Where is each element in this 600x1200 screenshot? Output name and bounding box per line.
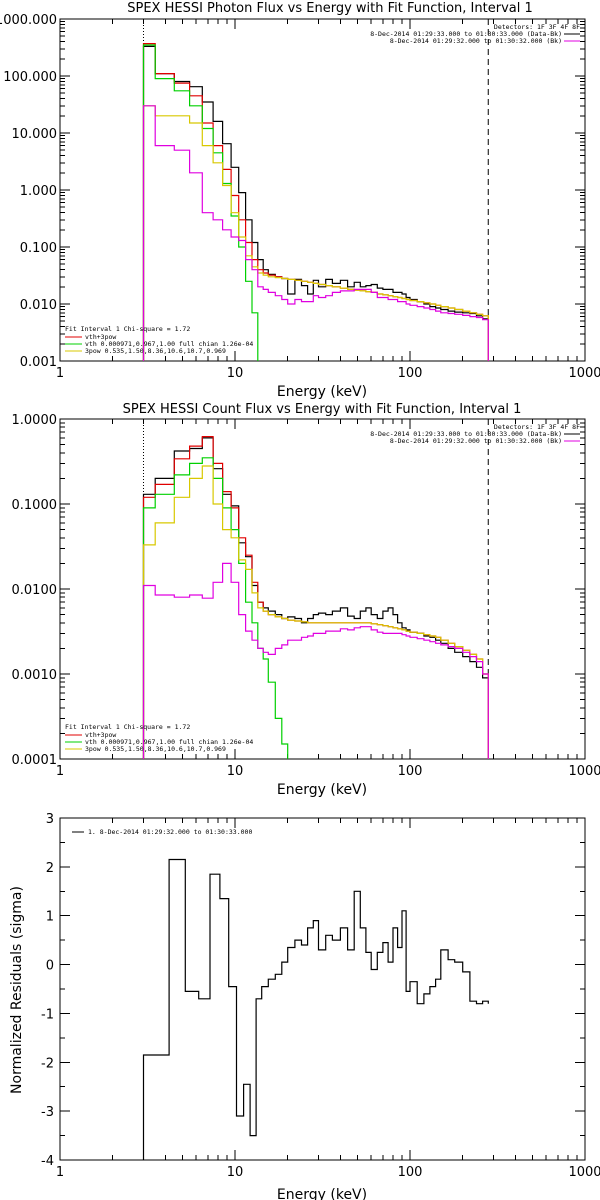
x-tick-label: 100 (398, 764, 423, 779)
x-tick-label: 1 (56, 764, 64, 779)
legend-3pow: 3pow 0.535,1.50,8.36,10.6,10.7,0.969 (85, 347, 226, 355)
series-data-bk (142, 437, 489, 759)
y-tick-label: 3 (46, 812, 54, 827)
x-tick-label: 1000 (568, 366, 600, 381)
y-tick-label: 0.001 (20, 355, 57, 370)
y-tick-label: 0.100 (20, 241, 57, 256)
x-axis-label: Energy (keV) (277, 384, 367, 400)
y-tick-label: 0.0100 (12, 583, 58, 598)
y-tick-label: 0.0001 (12, 753, 58, 768)
legend-3pow: 3pow 0.535,1.50,8.36,10.6,10.7,0.969 (85, 745, 226, 753)
y-ticks: -4 -3 -2 -1 0 1 2 3 (41, 812, 585, 1169)
legend-fit-interval: Fit Interval 1 Chi-square = 1.72 (65, 325, 190, 333)
series-lines (142, 43, 489, 361)
legend-vth: vth 0.000971,0.967,1.00 full chian 1.26e… (85, 340, 253, 348)
y-tick-label: 1 (46, 910, 54, 925)
residuals-panel: -4 -3 -2 -1 0 1 2 3 1 10 100 1000 Energy (keV) Nor… (9, 812, 600, 1200)
x-tick-label: 10 (227, 1165, 244, 1180)
legend-bk-interval: 8-Dec-2014 01:29:32.000 to 01:30:32.000 … (390, 437, 562, 445)
legend-detectors: Detectors: 1F 3F 4F 8F (494, 423, 580, 431)
legend-vth: vth 0.000971,0.967,1.00 full chian 1.26e… (85, 738, 253, 746)
x-tick-label: 100 (398, 1165, 423, 1180)
energy-range-markers (142, 19, 489, 361)
legend-fit: vth+3pow (85, 333, 116, 341)
y-tick-label: 10.000 (12, 127, 58, 142)
y-tick-label: 0.010 (20, 298, 57, 313)
legend-detectors: Detectors: 1F 3F 4F 8F (494, 23, 580, 31)
x-tick-label: 1 (56, 1165, 64, 1180)
x-tick-label: 1 (56, 366, 64, 381)
x-tick-label: 1000 (568, 1165, 600, 1180)
y-tick-label: -3 (41, 1105, 54, 1120)
legend: 1. 8-Dec-2014 01:29:32.000 to 01:30:33.0… (72, 828, 252, 836)
y-tick-label: 1.0000 (12, 413, 58, 428)
count-flux-panel: SPEX HESSI Count Flux vs Energy with Fit… (12, 402, 600, 798)
top-legend: Detectors: 1F 3F 4F 8F 8-Dec-2014 01:29:… (370, 423, 580, 445)
x-ticks: 1 10 100 1000 (56, 419, 600, 779)
y-tick-label: 0 (46, 959, 54, 974)
bottom-legend: Fit Interval 1 Chi-square = 1.72 vth+3po… (65, 325, 253, 355)
y-tick-label: 1.000 (20, 184, 57, 199)
series-3pow (142, 105, 489, 361)
legend-fit-interval: Fit Interval 1 Chi-square = 1.72 (65, 723, 190, 731)
panel-title: SPEX HESSI Count Flux vs Energy with Fit… (123, 402, 522, 417)
legend-bk-interval: 8-Dec-2014 01:29:32.000 to 01:30:32.000 … (390, 37, 562, 45)
y-tick-label: 1000.000 (0, 13, 57, 28)
y-tick-label: 2 (46, 861, 54, 876)
series-vth-3pow (142, 43, 489, 361)
energy-range-markers (142, 419, 489, 759)
y-tick-label: 100.000 (3, 70, 57, 85)
series-vth-3pow (142, 436, 489, 759)
x-tick-label: 1000 (568, 764, 600, 779)
y-tick-label: 0.1000 (12, 498, 58, 513)
panel-title: SPEX HESSI Photon Flux vs Energy with Fi… (127, 1, 533, 16)
series-vth (142, 44, 259, 361)
x-axis-label: Energy (keV) (277, 1187, 367, 1200)
legend-data-interval: 8-Dec-2014 01:29:33.000 to 01:30:33.000 … (370, 30, 562, 38)
x-axis-label: Energy (keV) (277, 782, 367, 798)
series-lines (142, 436, 489, 759)
series-1- (142, 858, 489, 1160)
series-3pow (142, 465, 489, 759)
series-bk (142, 562, 489, 759)
series-data-bk (142, 45, 489, 361)
series-lines (142, 858, 489, 1160)
plot-frame (59, 817, 586, 1161)
x-tick-label: 10 (227, 366, 244, 381)
y-ticks: 0.0001 0.0010 0.0100 0.1000 1.0000 (12, 413, 585, 768)
y-axis-label: Normalized Residuals (sigma) (9, 886, 25, 1094)
legend-fit: vth+3pow (85, 731, 116, 739)
y-tick-label: -2 (41, 1056, 54, 1071)
series-bk (142, 105, 489, 361)
y-tick-label: -4 (41, 1154, 54, 1169)
plot-frame (59, 18, 586, 362)
legend-residuals: 1. 8-Dec-2014 01:29:32.000 to 01:30:33.0… (88, 828, 252, 836)
y-tick-label: -1 (41, 1007, 54, 1022)
x-ticks: 1 10 100 1000 (56, 818, 600, 1180)
bottom-legend: Fit Interval 1 Chi-square = 1.72 vth+3po… (65, 723, 253, 753)
x-tick-label: 10 (227, 764, 244, 779)
plot-frame (59, 418, 586, 760)
y-ticks: 0.001 0.010 0.100 1.000 10.000 100.000 1000.00… (0, 13, 585, 370)
x-tick-label: 100 (398, 366, 423, 381)
legend-data-interval: 8-Dec-2014 01:29:33.000 to 01:30:33.000 … (370, 430, 562, 438)
x-ticks: 1 10 100 1000 (56, 19, 600, 381)
y-tick-label: 0.0010 (12, 668, 58, 683)
photon-flux-panel: SPEX HESSI Photon Flux vs Energy with Fi… (0, 1, 600, 400)
top-legend: Detectors: 1F 3F 4F 8F 8-Dec-2014 01:29:… (370, 23, 580, 45)
